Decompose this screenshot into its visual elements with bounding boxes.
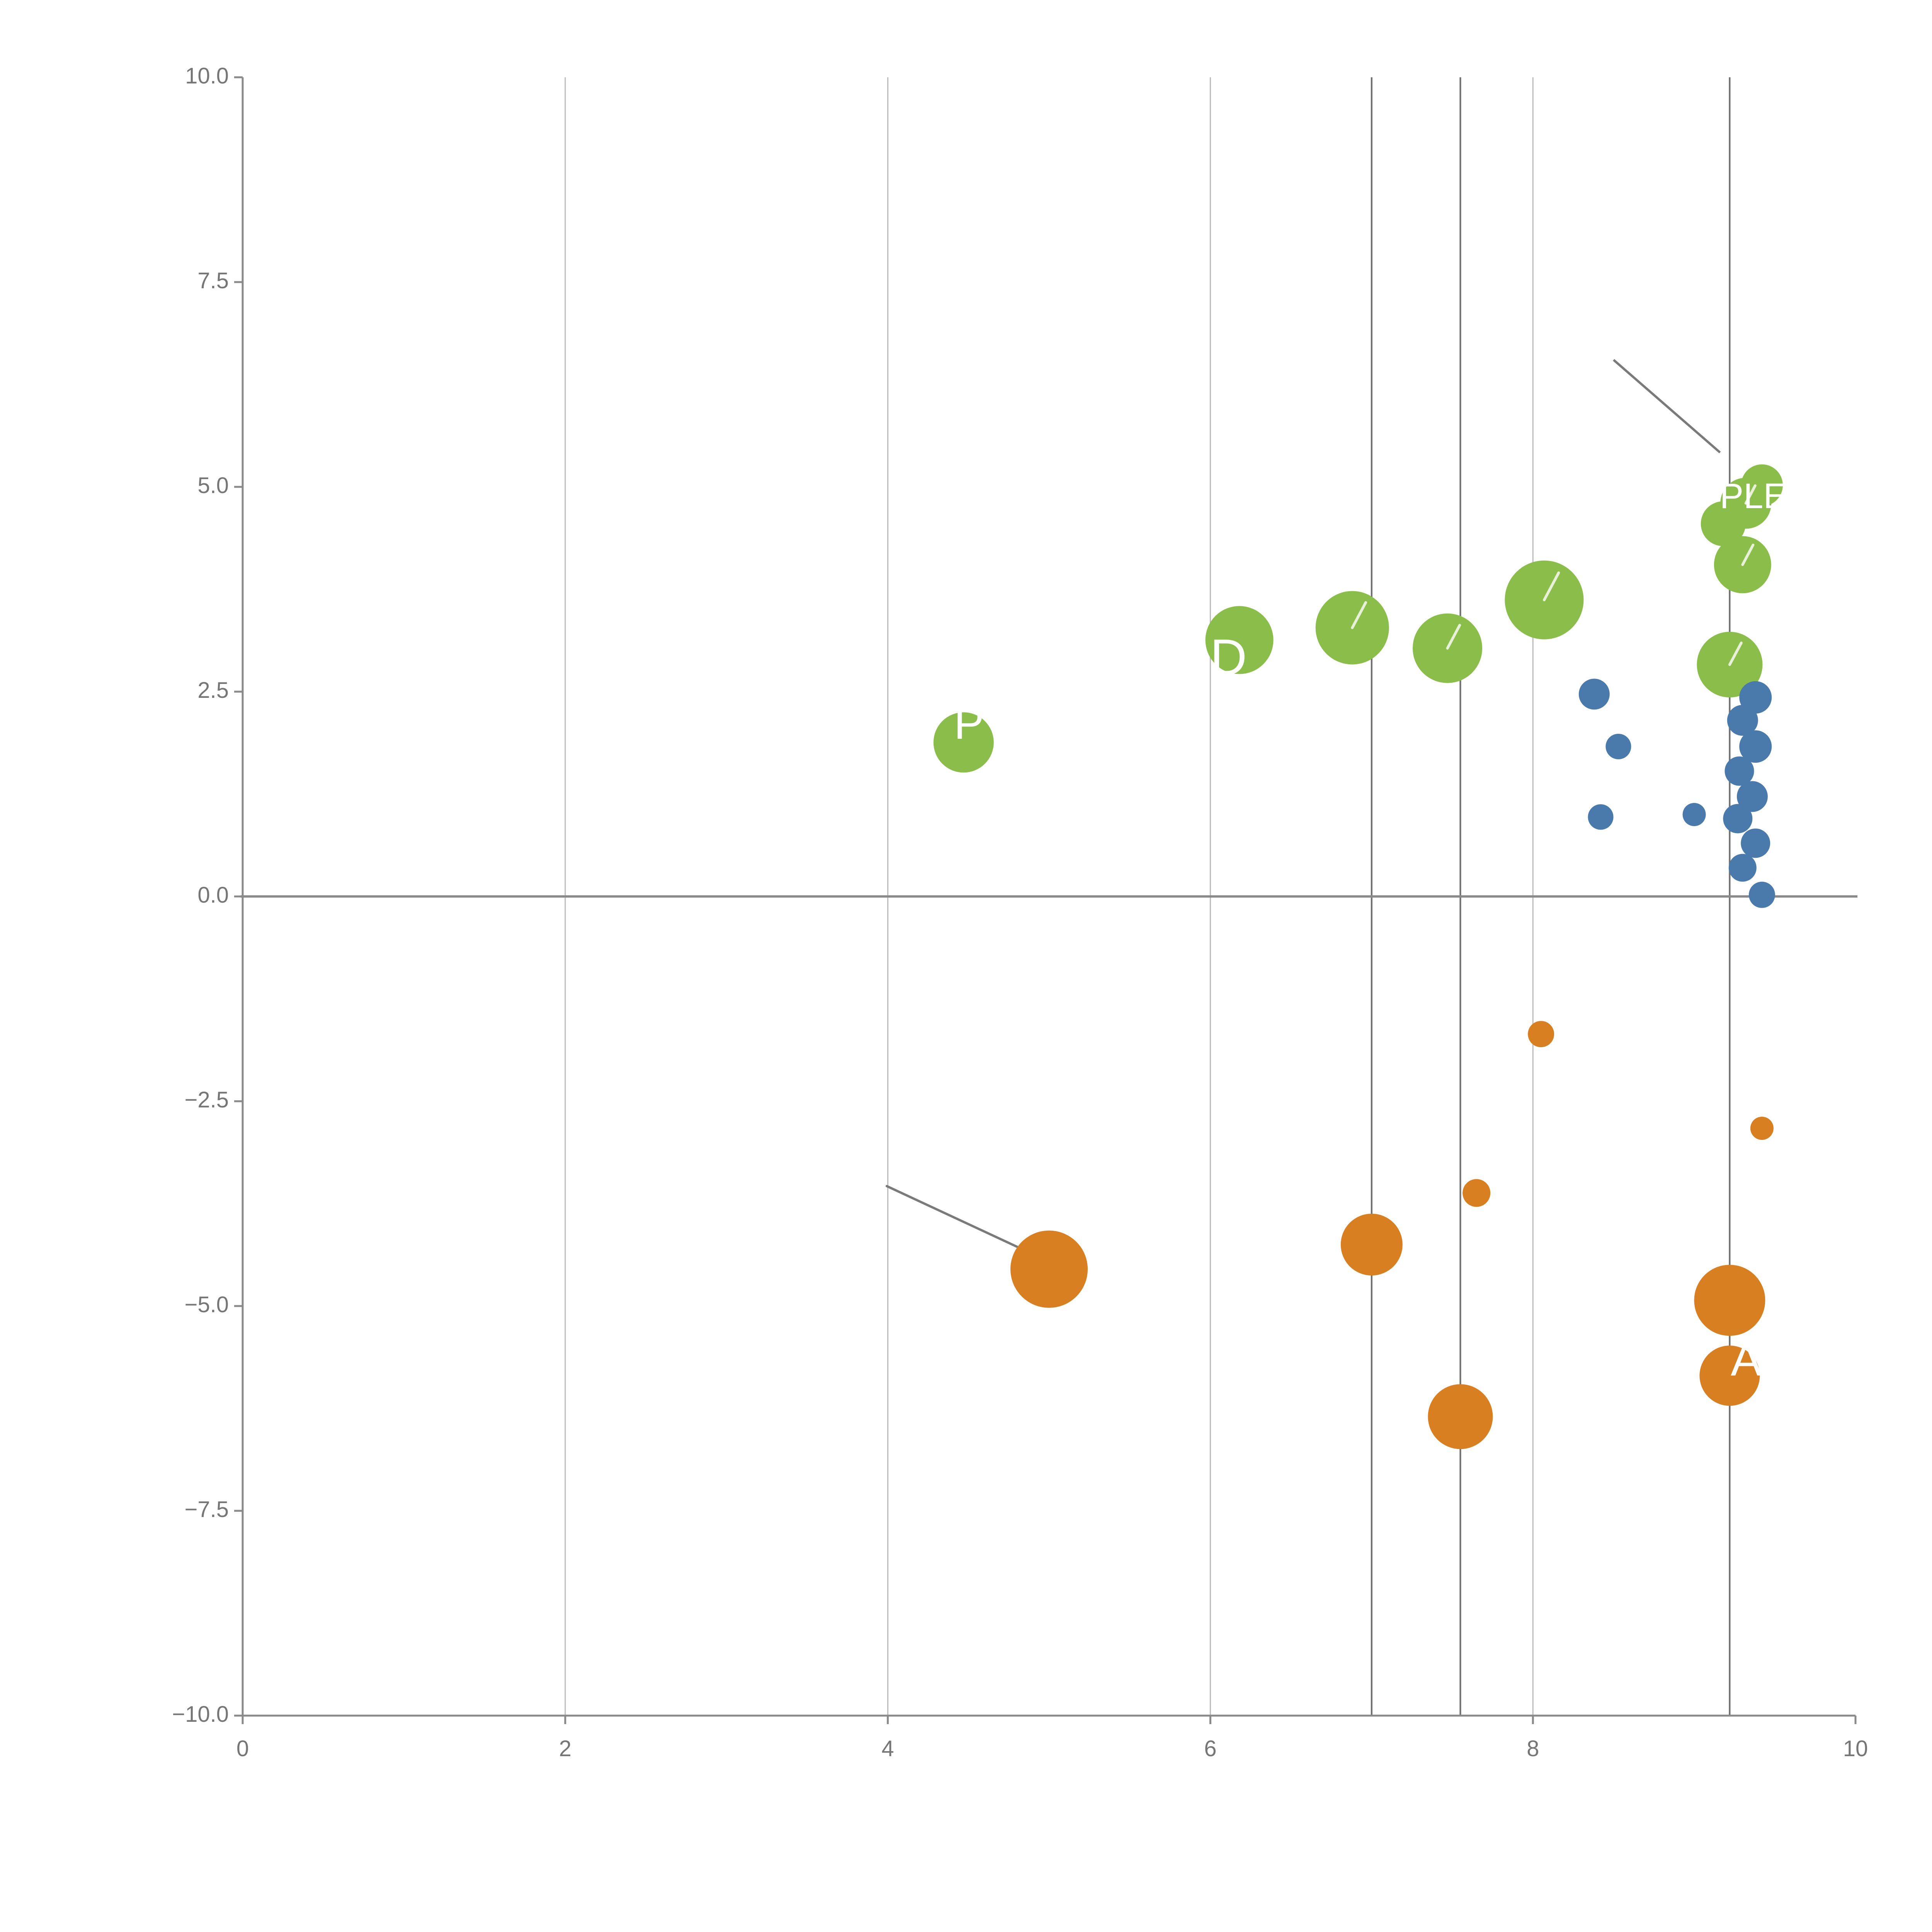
svg-text:−7.5: −7.5: [185, 1497, 229, 1522]
svg-text:2.5: 2.5: [197, 678, 229, 703]
svg-text:5.0: 5.0: [197, 473, 229, 498]
svg-text:−5.0: −5.0: [185, 1292, 229, 1317]
svg-text:0: 0: [236, 1736, 249, 1761]
svg-text:P: P: [954, 698, 984, 748]
svg-text:7.5: 7.5: [197, 268, 229, 293]
svg-text:2: 2: [559, 1736, 571, 1761]
svg-text:D: D: [1210, 629, 1247, 685]
svg-text:APPLE: APPLE: [1672, 476, 1787, 516]
svg-text:10: 10: [1843, 1736, 1868, 1761]
svg-text:10.0: 10.0: [185, 63, 229, 88]
svg-text:−10.0: −10.0: [172, 1702, 229, 1727]
svg-text:A: A: [1731, 1333, 1762, 1386]
svg-text:0.0: 0.0: [197, 883, 229, 908]
svg-text:8: 8: [1527, 1736, 1539, 1761]
svg-text:6: 6: [1204, 1736, 1216, 1761]
svg-text:−2.5: −2.5: [185, 1087, 229, 1112]
svg-text:4: 4: [881, 1736, 894, 1761]
